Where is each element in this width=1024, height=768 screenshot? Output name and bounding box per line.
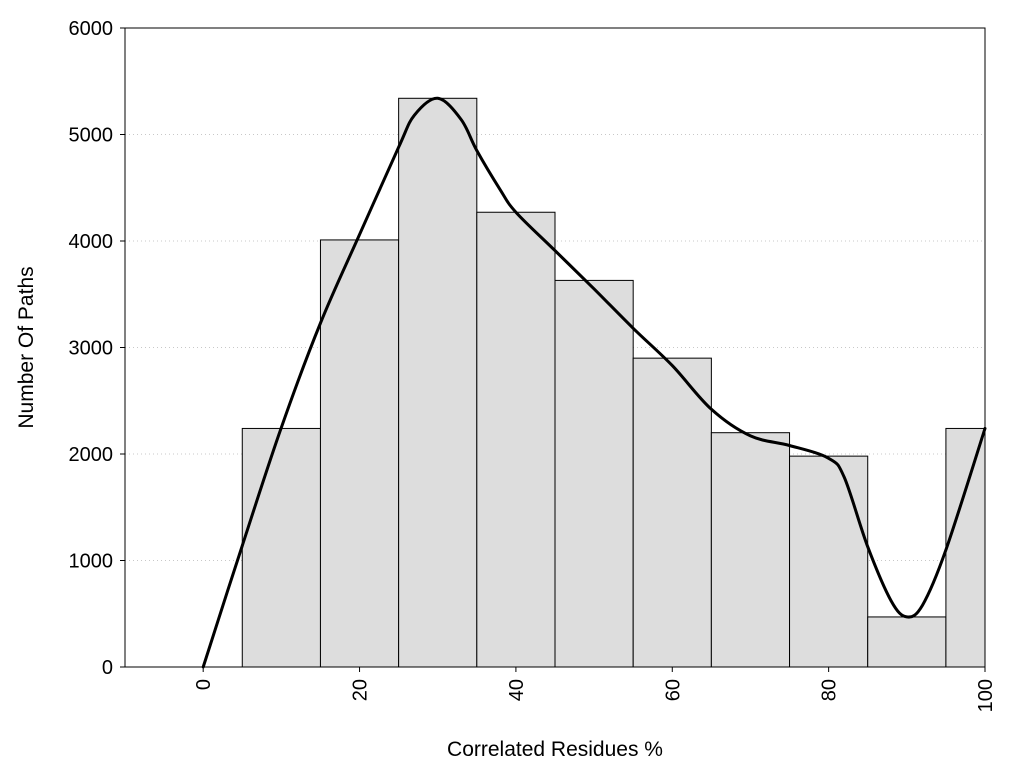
x-tick-label: 0 bbox=[193, 679, 215, 690]
y-tick-label: 1000 bbox=[69, 551, 114, 573]
y-tick-label: 3000 bbox=[69, 338, 114, 360]
histogram-bar bbox=[945, 427, 986, 668]
x-tick-label: 80 bbox=[819, 679, 841, 701]
y-tick-label: 6000 bbox=[69, 18, 114, 40]
histogram-bar bbox=[710, 432, 791, 668]
histogram-bar bbox=[789, 455, 869, 668]
histogram-bar bbox=[632, 357, 712, 668]
y-tick-label: 4000 bbox=[69, 231, 114, 253]
y-axis: 0 1000 2000 3000 4000 5000 6000 bbox=[69, 18, 125, 679]
x-axis: 0 20 40 60 80 100 bbox=[193, 667, 997, 712]
histogram-bar bbox=[554, 279, 634, 668]
histogram-bar bbox=[319, 239, 400, 668]
x-tick-label: 40 bbox=[506, 679, 528, 701]
y-tick-label: 5000 bbox=[69, 125, 114, 147]
x-tick-label: 20 bbox=[350, 679, 372, 701]
x-tick-label: 60 bbox=[662, 679, 684, 701]
histogram-bar bbox=[476, 211, 556, 668]
bar-series bbox=[241, 97, 986, 668]
x-axis-title: Correlated Residues % bbox=[447, 738, 663, 761]
histogram-bar bbox=[398, 97, 478, 668]
y-tick-label: 2000 bbox=[69, 444, 114, 466]
histogram-bar bbox=[241, 427, 321, 668]
density-curve bbox=[201, 96, 987, 669]
y-tick-label: 0 bbox=[102, 657, 113, 679]
histogram-bar bbox=[867, 616, 947, 668]
x-tick-label: 100 bbox=[975, 679, 997, 712]
y-axis-title: Number Of Paths bbox=[15, 266, 38, 428]
